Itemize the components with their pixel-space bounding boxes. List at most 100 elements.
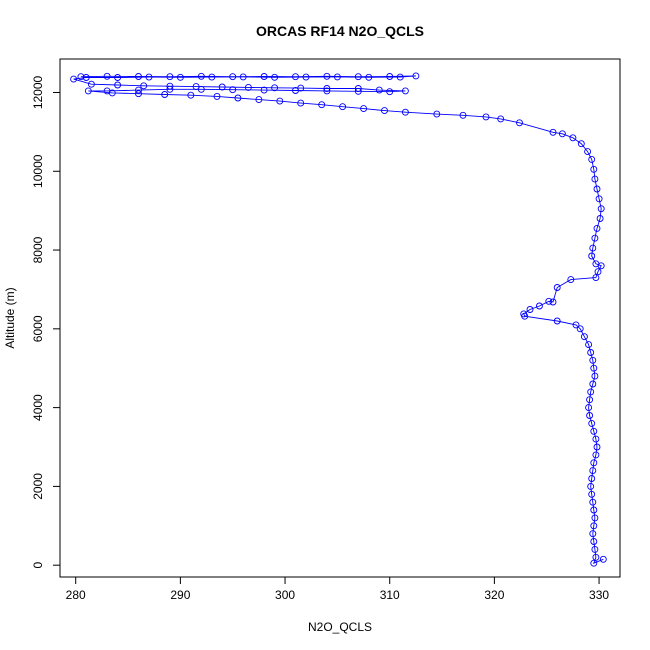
data-point xyxy=(459,111,467,119)
data-point xyxy=(176,73,184,81)
data-point xyxy=(323,85,331,92)
data-point xyxy=(302,73,310,81)
data-point xyxy=(577,140,585,148)
data-point xyxy=(386,73,394,80)
data-point xyxy=(354,85,362,92)
data-point xyxy=(192,83,200,91)
data-point xyxy=(108,89,116,97)
data-point xyxy=(516,119,523,127)
y-tick-label: 4000 xyxy=(31,394,45,421)
data-point xyxy=(271,84,279,92)
data-point xyxy=(255,96,263,104)
data-point xyxy=(323,72,331,80)
data-point xyxy=(589,467,597,475)
data-point xyxy=(229,86,237,94)
data-point xyxy=(166,73,174,81)
data-point xyxy=(590,538,598,545)
data-point xyxy=(592,451,600,459)
data-point xyxy=(292,87,299,94)
data-point xyxy=(587,482,595,490)
data-point xyxy=(588,155,596,163)
data-point xyxy=(140,82,148,90)
data-point xyxy=(594,268,602,276)
data-point xyxy=(229,73,237,81)
y-axis: 0 2000 4000 6000 8000 10000 12000 xyxy=(31,75,60,569)
data-point xyxy=(271,73,279,81)
data-point xyxy=(590,364,598,372)
data-point xyxy=(593,224,601,232)
data-point xyxy=(588,490,596,498)
data-point xyxy=(569,134,577,142)
data-point xyxy=(592,274,600,282)
data-point xyxy=(585,341,593,349)
data-point xyxy=(597,262,605,270)
data-point xyxy=(590,427,598,435)
data-point xyxy=(197,72,205,80)
data-point xyxy=(187,91,195,99)
data-point xyxy=(77,73,85,81)
data-point xyxy=(114,74,122,81)
data-point xyxy=(526,306,534,313)
data-point xyxy=(82,74,90,81)
data-point xyxy=(576,325,584,333)
data-point xyxy=(597,205,605,213)
data-point xyxy=(208,73,216,81)
data-point xyxy=(599,555,607,563)
data-point xyxy=(292,73,299,81)
x-tick-label: 320 xyxy=(484,588,504,602)
data-point xyxy=(103,72,111,80)
data-point xyxy=(521,312,529,320)
data-point xyxy=(412,72,420,80)
data-point xyxy=(297,99,305,107)
data-point xyxy=(239,73,247,81)
y-tick-label: 6000 xyxy=(31,315,45,342)
data-point xyxy=(396,73,404,81)
data-point xyxy=(589,530,597,538)
plot-frame xyxy=(59,58,621,578)
data-point xyxy=(572,321,580,329)
y-tick-label: 8000 xyxy=(31,236,45,263)
data-point xyxy=(497,115,505,123)
data-point xyxy=(161,91,169,98)
data-point xyxy=(586,412,594,419)
x-tick-label: 280 xyxy=(66,588,86,602)
data-point xyxy=(135,90,142,98)
data-point xyxy=(589,244,597,252)
data-point xyxy=(482,113,490,121)
data-point xyxy=(360,105,368,113)
y-tick-label: 2000 xyxy=(31,473,45,500)
y-axis-label: Altitude (m) xyxy=(3,287,17,348)
data-point xyxy=(588,419,596,427)
series-line xyxy=(73,75,604,564)
data-point xyxy=(593,443,601,451)
data-point xyxy=(591,545,599,553)
data-point xyxy=(591,514,599,522)
data-point xyxy=(535,302,543,310)
data-point xyxy=(587,349,595,356)
data-point xyxy=(386,88,394,96)
x-tick-label: 330 xyxy=(589,588,609,602)
x-tick-label: 290 xyxy=(170,588,190,602)
data-point xyxy=(354,87,362,95)
data-point xyxy=(567,276,575,284)
data-point xyxy=(591,175,599,183)
data-point xyxy=(590,506,598,514)
data-point xyxy=(87,80,95,88)
data-point xyxy=(260,73,268,80)
y-tick-label: 10000 xyxy=(31,154,45,188)
data-point xyxy=(580,333,588,341)
data-point xyxy=(590,559,598,567)
data-point xyxy=(549,298,557,306)
data-point xyxy=(197,85,205,93)
data-point xyxy=(401,87,409,95)
data-point xyxy=(166,85,174,93)
x-axis: 280 290 300 310 320 330 xyxy=(66,577,609,602)
series-layer xyxy=(70,72,607,567)
data-point xyxy=(213,92,221,100)
data-point xyxy=(145,73,153,81)
data-point xyxy=(381,107,388,115)
data-point xyxy=(135,73,142,80)
data-point xyxy=(365,73,373,81)
data-point xyxy=(591,372,599,380)
data-point xyxy=(584,148,592,156)
